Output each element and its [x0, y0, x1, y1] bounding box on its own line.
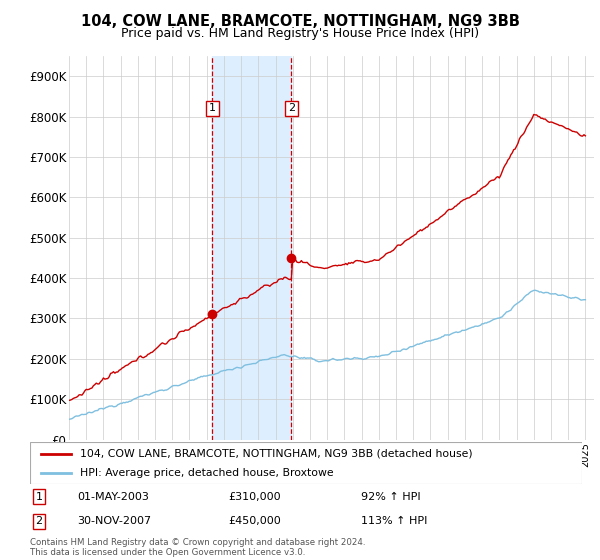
Text: Price paid vs. HM Land Registry's House Price Index (HPI): Price paid vs. HM Land Registry's House …: [121, 27, 479, 40]
Text: 1: 1: [35, 492, 43, 502]
Text: 104, COW LANE, BRAMCOTE, NOTTINGHAM, NG9 3BB (detached house): 104, COW LANE, BRAMCOTE, NOTTINGHAM, NG9…: [80, 449, 472, 459]
Text: 01-MAY-2003: 01-MAY-2003: [77, 492, 149, 502]
Text: 113% ↑ HPI: 113% ↑ HPI: [361, 516, 428, 526]
Bar: [212, 56, 292, 440]
Text: HPI: Average price, detached house, Broxtowe: HPI: Average price, detached house, Brox…: [80, 468, 334, 478]
Text: 30-NOV-2007: 30-NOV-2007: [77, 516, 151, 526]
Text: Contains HM Land Registry data © Crown copyright and database right 2024.
This d: Contains HM Land Registry data © Crown c…: [30, 538, 365, 557]
Text: 104, COW LANE, BRAMCOTE, NOTTINGHAM, NG9 3BB: 104, COW LANE, BRAMCOTE, NOTTINGHAM, NG9…: [80, 14, 520, 29]
Text: £450,000: £450,000: [229, 516, 281, 526]
Text: 92% ↑ HPI: 92% ↑ HPI: [361, 492, 421, 502]
Text: 2: 2: [288, 104, 295, 114]
Text: £310,000: £310,000: [229, 492, 281, 502]
Text: 1: 1: [209, 104, 216, 114]
Text: 2: 2: [35, 516, 43, 526]
